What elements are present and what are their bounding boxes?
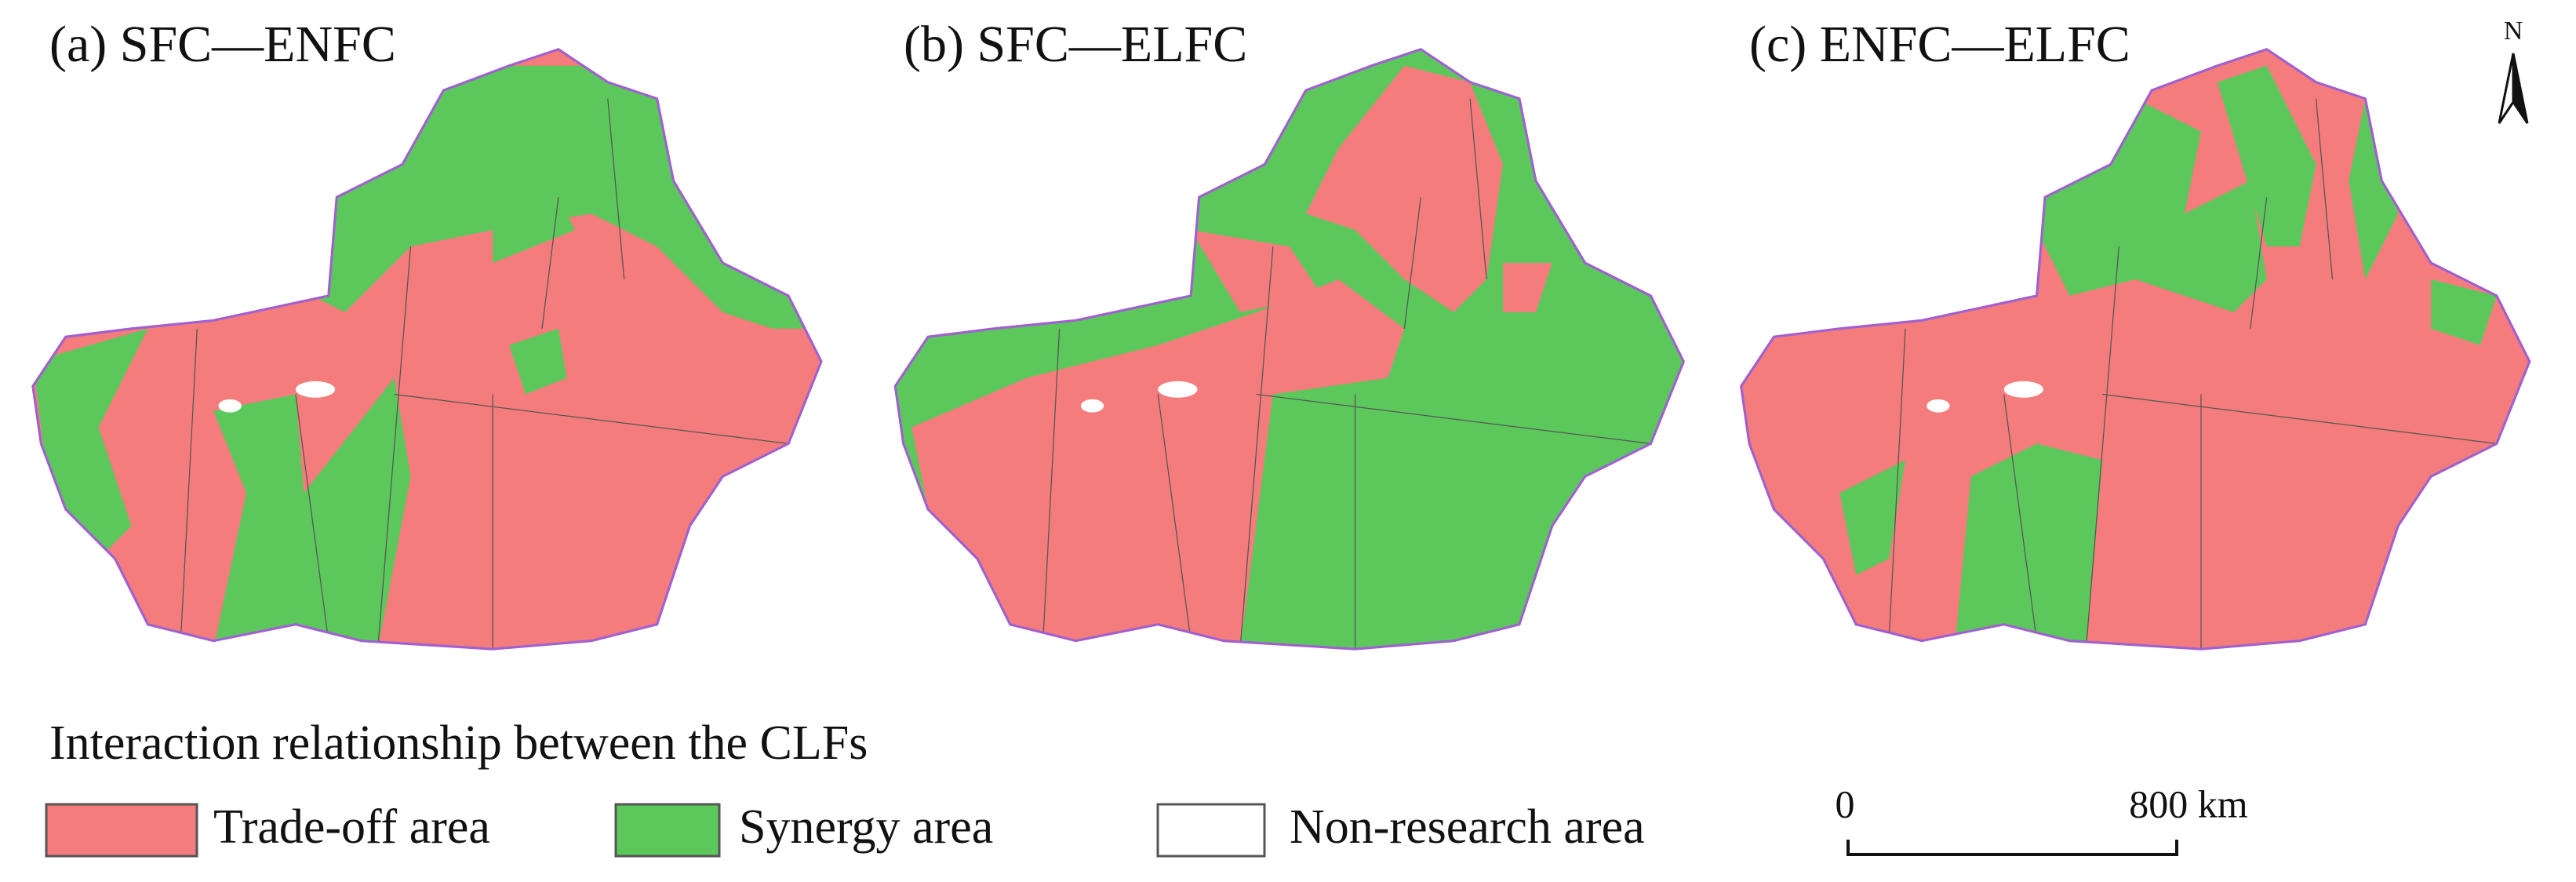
non-research-area (2003, 381, 2043, 398)
scale-label: 0 (1836, 782, 1855, 826)
non-research-area (1927, 399, 1950, 413)
legend-label: Non-research area (1290, 800, 1645, 854)
panel-title: (b) SFC—ELFC (904, 16, 1247, 73)
legend-title: Interaction relationship between the CLF… (49, 716, 868, 770)
non-research-area (1158, 381, 1198, 398)
non-research-area (1080, 399, 1104, 413)
map-panel (893, 48, 1685, 651)
non-research-area (218, 399, 242, 413)
map-panel (1740, 48, 2531, 651)
panel-title: (a) SFC—ENFC (49, 16, 396, 73)
synergy-region (2217, 65, 2316, 247)
legend-swatch (45, 803, 198, 858)
synergy-region (493, 197, 575, 264)
trade-off-region (1191, 230, 1323, 312)
north-label: N (2504, 16, 2523, 46)
synergy-region (213, 377, 411, 650)
trade-off-region (911, 279, 1405, 650)
scale-label: 800 km (2129, 782, 2248, 826)
synergy-region (509, 328, 567, 395)
legend-swatch (614, 803, 721, 858)
synergy-region (1839, 460, 1906, 575)
panel-title: (c) ENFC—ELFC (1749, 16, 2130, 73)
legend-swatch (1156, 803, 1266, 858)
synergy-region (1954, 443, 2103, 650)
map-panel (31, 48, 823, 651)
legend-label: Synergy area (739, 800, 993, 854)
scale-bar: 0 800 km (1836, 782, 2248, 856)
synergy-region (2431, 279, 2497, 345)
trade-off-region (1503, 263, 1552, 312)
legend-label: Trade-off area (213, 800, 490, 854)
synergy-region (2349, 98, 2399, 279)
synergy-region (311, 65, 822, 329)
north-arrow: N (2498, 16, 2529, 124)
non-research-area (295, 381, 336, 398)
